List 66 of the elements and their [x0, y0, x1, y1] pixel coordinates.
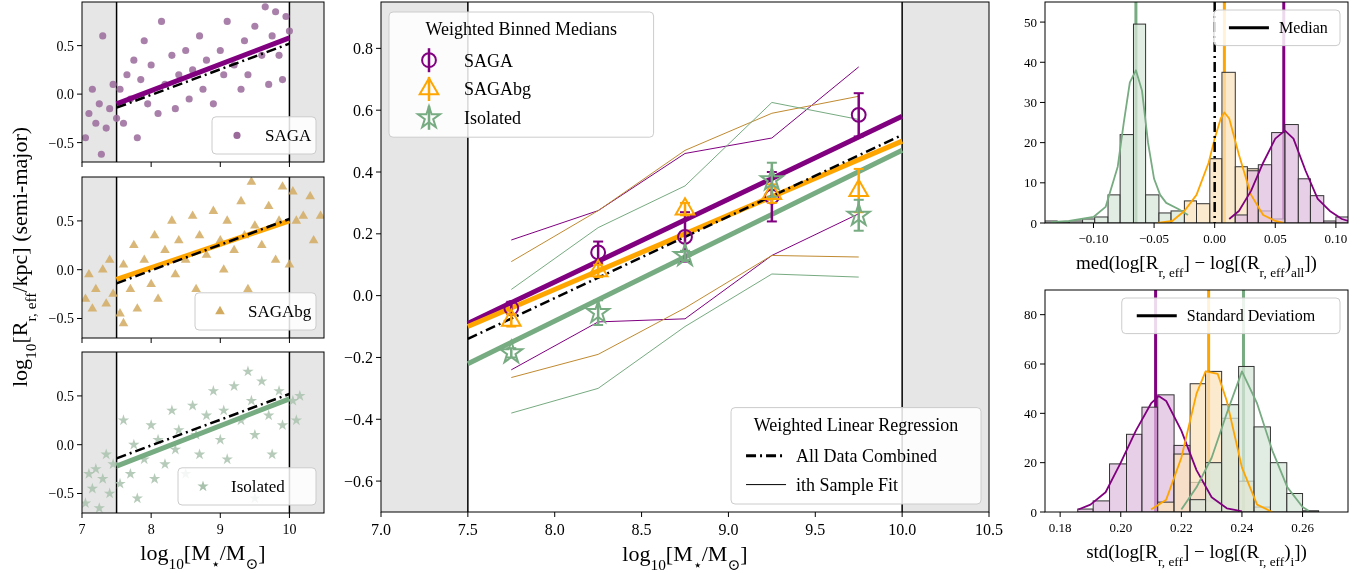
x-tick-label: 8.5 — [631, 521, 652, 538]
y-tick-label: 0 — [1030, 504, 1037, 520]
x-tick-label: 0.10 — [1324, 231, 1348, 246]
y-tick-label: 0.5 — [56, 388, 74, 404]
x-axis-title: log$_{10}$[M$_{⋆}$/M$_{⊙}$] — [622, 541, 748, 573]
y-tick-label: 0.5 — [56, 38, 74, 54]
y-tick-label: 0.0 — [353, 287, 373, 305]
x-tick-label: 0.24 — [1230, 520, 1254, 535]
x-axis-title: std(log[R$_{r, eff}$] − log[(R$_{r, eff}$)$_{i}$]) — [1086, 541, 1307, 569]
x-tick-label: −0.10 — [1078, 231, 1109, 246]
x-tick-label: 7.0 — [371, 521, 391, 538]
x-axis-title: log$_{10}$[M$_{⋆}$/M$_{⊙}$] — [140, 540, 266, 572]
x-tick-label: 0.26 — [1291, 520, 1315, 535]
x-tick-label: 8 — [147, 522, 155, 537]
x-tick-label: 0.22 — [1169, 520, 1193, 535]
y-tick-label: 80 — [1024, 307, 1037, 323]
y-tick-label: 0.0 — [56, 262, 74, 278]
annotation: Median — [1278, 19, 1328, 37]
legend-label: Isolated — [464, 108, 521, 129]
x-tick-label: 0.20 — [1109, 520, 1133, 535]
y-tick-label: 0.5 — [56, 213, 74, 229]
y-tick-label: 20 — [1024, 455, 1037, 471]
y-tick-label: 60 — [1024, 356, 1037, 372]
legend-label: SAGAbg — [464, 79, 532, 100]
y-tick-label: 0 — [1030, 215, 1037, 231]
y-tick-label: 0.4 — [353, 163, 373, 181]
legend-label: SAGA — [464, 50, 514, 71]
x-tick-label: 0.00 — [1203, 231, 1227, 246]
y-tick-label: −0.5 — [48, 486, 74, 502]
annotation: Weighted Linear Regression — [753, 414, 959, 435]
x-tick-label: 9 — [216, 522, 224, 537]
legend-label: Isolated — [231, 477, 286, 497]
x-tick-label: 0.18 — [1048, 520, 1072, 535]
x-tick-label: 9.0 — [718, 521, 739, 538]
y-tick-label: 0.0 — [56, 437, 74, 453]
x-tick-label: −0.05 — [1139, 231, 1170, 246]
y-tick-label: −0.6 — [343, 472, 373, 490]
x-tick-label: 10 — [282, 522, 297, 537]
x-tick-label: 7 — [78, 522, 86, 537]
y-tick-label: −0.4 — [343, 410, 373, 428]
legend-title: Weighted Binned Medians — [425, 19, 618, 40]
x-tick-label: 10.0 — [888, 521, 917, 538]
legend-label: SAGAbg — [248, 302, 312, 322]
x-tick-label: 7.5 — [457, 521, 478, 538]
y-tick-label: −0.5 — [48, 311, 74, 327]
y-tick-label: 0.0 — [56, 87, 74, 103]
x-tick-label: 0.05 — [1263, 231, 1287, 246]
y-tick-label: 30 — [1024, 95, 1037, 110]
y-tick-label: 50 — [1024, 14, 1037, 30]
y-tick-label: 0.8 — [353, 39, 373, 57]
y-tick-label: 10 — [1024, 175, 1037, 191]
y-tick-label: 0.6 — [353, 101, 373, 119]
y-tick-label: 0.2 — [353, 225, 373, 243]
y-tick-label: 40 — [1024, 54, 1037, 70]
y-tick-label: −0.5 — [48, 135, 74, 151]
x-tick-label: 9.5 — [805, 521, 826, 538]
annotation: Standard Deviatiom — [1186, 307, 1316, 325]
x-tick-label: 10.5 — [975, 521, 1003, 538]
y-tick-label: 20 — [1024, 135, 1037, 151]
y-tick-label: 40 — [1024, 405, 1037, 421]
y-tick-label: −0.2 — [343, 349, 373, 367]
annotation: All Data Combined — [796, 446, 938, 467]
legend-label: SAGA — [265, 126, 313, 146]
x-axis-title: med(log[R$_{r, eff}$] − log[(R$_{r, eff}$)$_{all}$]) — [1076, 252, 1317, 280]
annotation: ith Sample Fit — [796, 474, 899, 495]
x-tick-label: 8.0 — [544, 521, 565, 538]
